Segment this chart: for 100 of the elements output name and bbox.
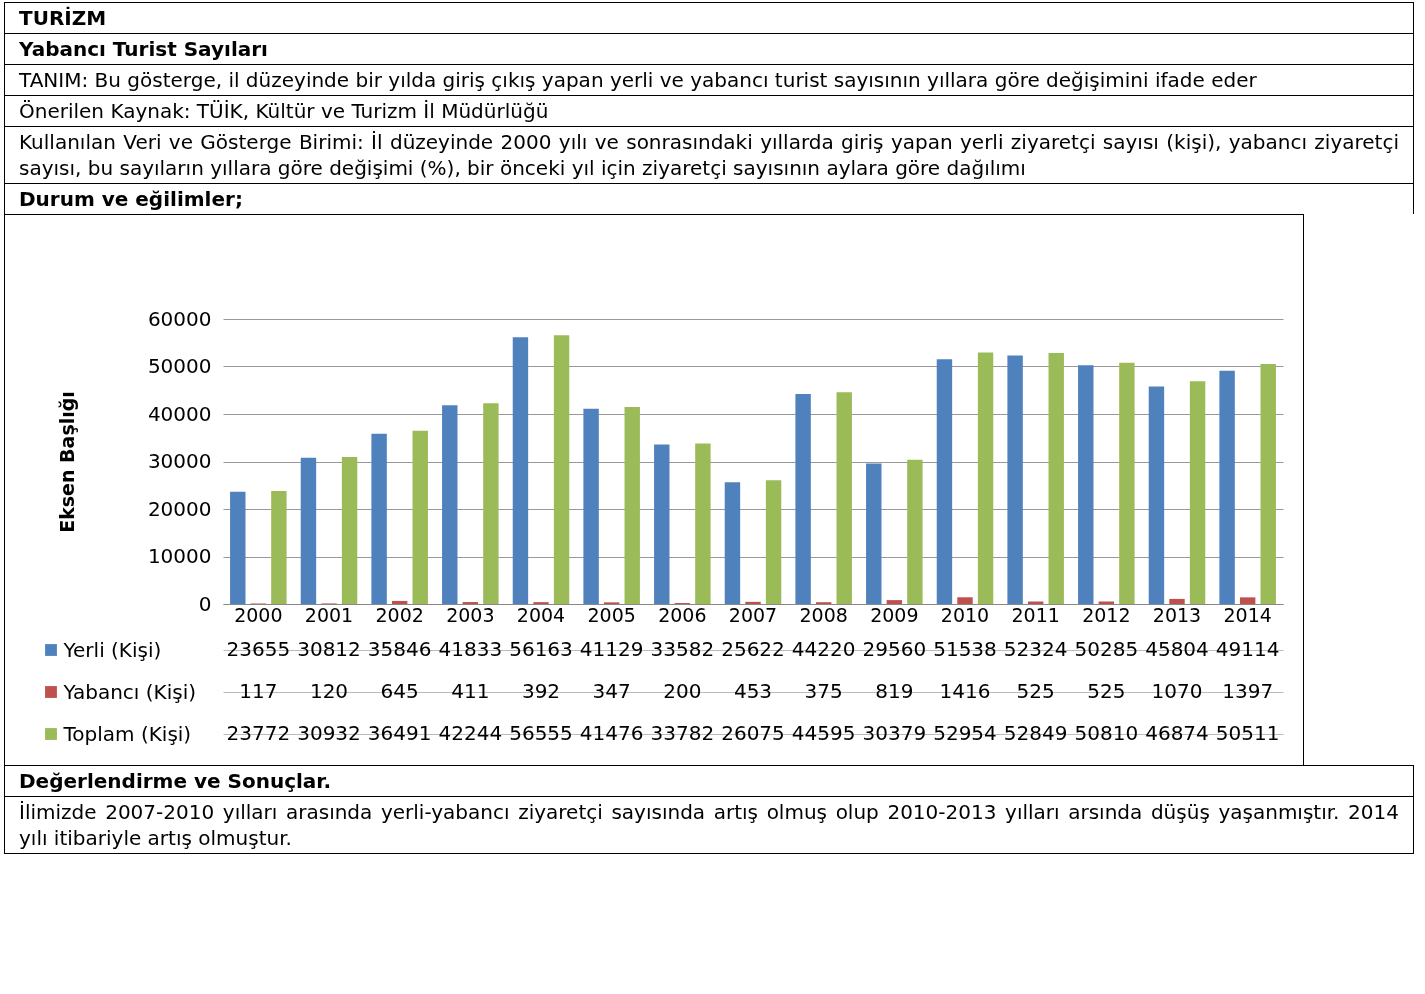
bar — [977, 352, 994, 604]
y-tick-label: 50000 — [147, 354, 212, 378]
data-label: 120 — [309, 679, 349, 703]
bar — [1189, 381, 1206, 604]
y-tick-label: 20000 — [147, 496, 212, 521]
chart-subtitle: Yabancı Turist Sayıları — [4, 33, 1414, 64]
bar — [1219, 370, 1235, 604]
bar — [442, 405, 458, 604]
data-label: 44220 — [791, 637, 856, 661]
x-tick-label: 2004 — [516, 603, 566, 626]
bar — [1260, 364, 1276, 604]
text: Durum ve eğilimler; — [4, 183, 1414, 214]
bar — [724, 482, 741, 604]
legend-label: Yerli (Kişi) — [62, 637, 162, 662]
data-label: 52954 — [933, 721, 997, 745]
bar — [936, 359, 953, 604]
data-label: 347 — [592, 679, 631, 703]
text: TANIM: Bu gösterge, il düzeyinde bir yılda giriş çıkış yapan yerli ve yabancı turist sayısının yıllara göre değişimini ifade eder — [4, 64, 1414, 95]
data-label: 1070 — [1151, 679, 1203, 703]
data-label: 36491 — [367, 721, 432, 745]
text: TURİZM — [4, 2, 1414, 33]
data-label: 50511 — [1215, 721, 1280, 745]
data-label: 50810 — [1074, 721, 1139, 745]
bar — [371, 433, 387, 604]
data-label: 29560 — [862, 637, 927, 661]
bar — [624, 406, 640, 604]
x-tick-label: 2006 — [658, 603, 707, 626]
data-label: 45804 — [1145, 637, 1209, 661]
bar — [300, 457, 317, 604]
bar — [483, 403, 499, 604]
data-label: 525 — [1016, 679, 1055, 703]
data-label: 525 — [1087, 679, 1126, 703]
text: Kullanılan Veri ve Gösterge Birimi: İl düzeyinde 2000 yılı ve sonrasındaki yıllarda giriş yapan yerli ziyaretçi sayısı (kişi), yabancı ziyaretçi sayısı, bu sayıların yıllara göre değişimi (%), bir önceki yıl için ziyaretçi sayısının aylara göre dağılımı — [4, 126, 1414, 183]
data-label: 30812 — [297, 637, 361, 661]
x-tick-label: 2013 — [1152, 603, 1202, 626]
data-label: 50285 — [1074, 637, 1139, 661]
y-tick-label: 60000 — [147, 306, 212, 331]
data-label: 25622 — [721, 637, 785, 661]
data-label: 41129 — [579, 637, 644, 661]
data-label: 23772 — [226, 721, 291, 745]
legend-label: Toplam (Kişi) — [62, 721, 192, 746]
data-label: 56163 — [509, 637, 573, 661]
data-label: 819 — [875, 679, 914, 703]
x-tick-label: 2000 — [234, 603, 283, 626]
bar — [866, 463, 882, 604]
bar — [765, 480, 782, 604]
bar — [1148, 386, 1165, 604]
text: Önerilen Kaynak: TÜİK, Kültür ve Turizm İl Müdürlüğü — [4, 95, 1414, 126]
data-label: 33782 — [650, 721, 715, 745]
bar — [654, 444, 670, 604]
bar — [341, 457, 358, 604]
x-tick-label: 2009 — [870, 603, 919, 626]
data-label: 41833 — [438, 637, 503, 661]
data-label: 23655 — [226, 637, 291, 661]
data-label: 46874 — [1145, 721, 1209, 745]
x-tick-label: 2005 — [587, 603, 636, 626]
y-tick-label: 40000 — [147, 401, 212, 426]
data-label: 26075 — [721, 721, 785, 745]
text: Değerlendirme ve Sonuçlar. — [4, 765, 1414, 796]
data-label: 41476 — [579, 721, 644, 745]
bar — [583, 408, 599, 604]
bar — [695, 443, 711, 604]
x-tick-label: 2002 — [375, 603, 424, 626]
bar — [1239, 597, 1256, 604]
data-label: 645 — [380, 679, 419, 703]
bar — [886, 600, 903, 604]
bar — [1169, 598, 1185, 604]
data-label: 1416 — [939, 679, 991, 703]
bar — [230, 491, 246, 604]
y-tick-label: 30000 — [147, 449, 212, 473]
data-label: 51538 — [933, 637, 997, 661]
data-label: 1397 — [1222, 679, 1274, 703]
bar — [957, 597, 973, 604]
x-tick-label: 2007 — [728, 603, 778, 626]
bar — [745, 601, 761, 604]
bar — [795, 393, 811, 604]
x-tick-label: 2003 — [446, 603, 495, 626]
data-label: 200 — [663, 679, 702, 703]
bar — [271, 491, 287, 604]
data-label: 392 — [521, 679, 561, 703]
data-label: 56555 — [509, 721, 573, 745]
data-label: 52324 — [1003, 637, 1068, 661]
x-tick-label: 2008 — [799, 603, 848, 626]
data-label: 52849 — [1003, 721, 1068, 745]
data-label: 35846 — [367, 637, 432, 661]
bar — [512, 337, 529, 604]
bar — [1007, 355, 1023, 604]
x-tick-label: 2012 — [1082, 603, 1131, 626]
data-label: 117 — [239, 679, 278, 703]
y-tick-label: 10000 — [147, 544, 212, 568]
data-label: 42244 — [438, 721, 503, 745]
bar — [412, 430, 428, 604]
data-label: 375 — [804, 679, 843, 703]
legend-label: Yabancı (Kişi) — [62, 679, 197, 704]
bar — [1078, 365, 1094, 604]
x-tick-label: 2014 — [1223, 603, 1272, 626]
data-label: 44595 — [791, 721, 856, 745]
data-label: 30932 — [297, 721, 361, 745]
data-label: 33582 — [650, 637, 715, 661]
bar — [391, 600, 408, 604]
